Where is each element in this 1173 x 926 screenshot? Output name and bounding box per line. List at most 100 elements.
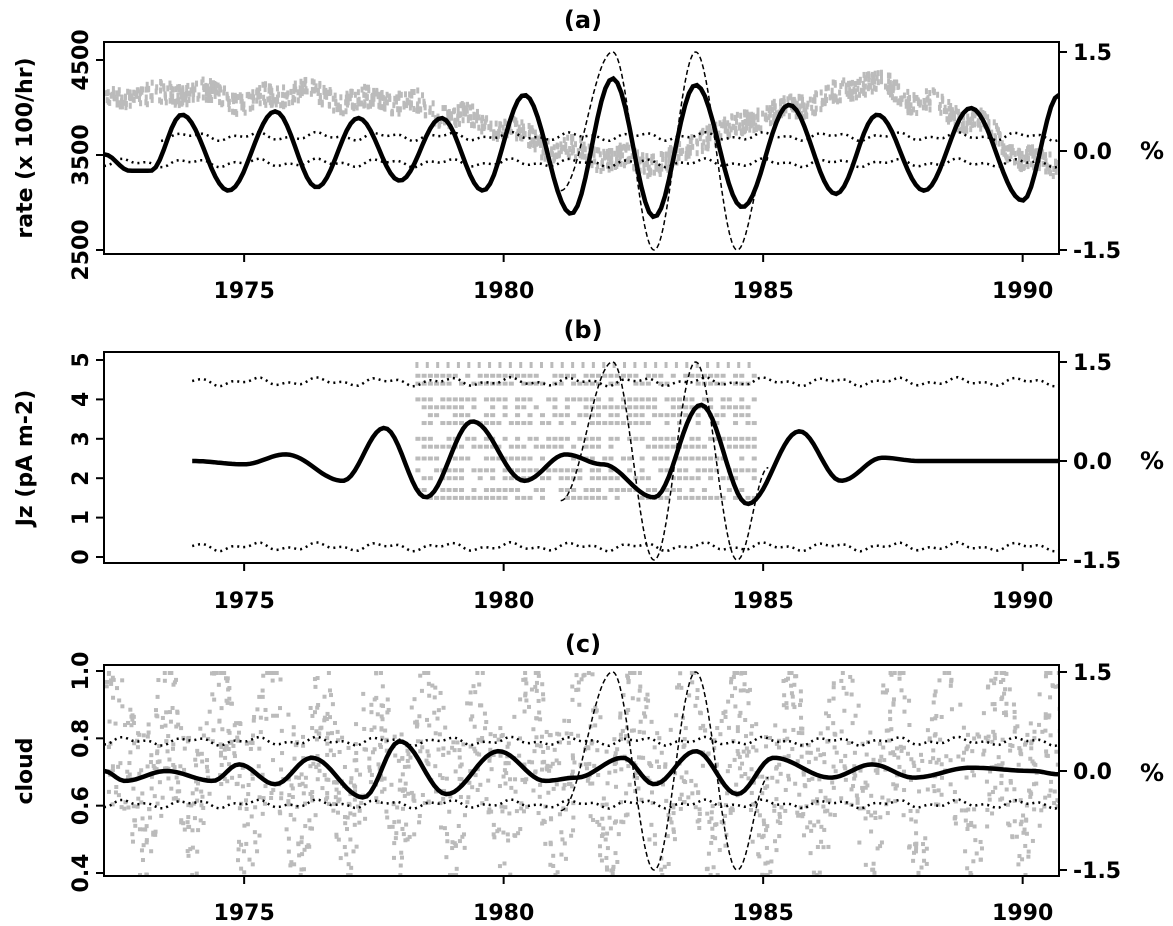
observed-point — [424, 758, 429, 763]
observed-point — [664, 436, 670, 441]
observed-point — [705, 125, 709, 132]
observed-point — [831, 696, 836, 701]
observed-point — [742, 682, 747, 687]
observed-point — [679, 685, 684, 690]
observed-point — [390, 824, 395, 829]
observed-point — [570, 756, 575, 761]
observed-point — [106, 98, 110, 105]
observed-point — [522, 762, 527, 767]
observed-point — [583, 146, 587, 153]
observed-point — [978, 857, 983, 862]
observed-point — [599, 167, 603, 174]
observed-point — [227, 101, 231, 108]
observed-point — [970, 768, 975, 773]
observed-point — [787, 671, 792, 675]
observed-point — [490, 421, 496, 426]
observed-point — [195, 849, 200, 854]
observed-point — [415, 722, 420, 727]
observed-point — [761, 110, 765, 117]
observed-point — [597, 822, 602, 827]
observed-point — [236, 839, 241, 844]
observed-point — [828, 94, 832, 101]
observed-point — [465, 436, 471, 441]
observed-point — [687, 147, 691, 154]
observed-point — [297, 782, 302, 787]
observed-point — [671, 829, 676, 834]
observed-point — [436, 708, 441, 713]
observed-point — [831, 764, 836, 769]
observed-point — [1021, 813, 1026, 818]
observed-point — [664, 798, 669, 803]
observed-point — [219, 671, 224, 675]
observed-point — [107, 671, 112, 675]
observed-point — [988, 769, 993, 774]
observed-point — [726, 436, 732, 441]
observed-point — [149, 753, 154, 758]
observed-point — [536, 135, 540, 142]
observed-point — [958, 127, 962, 134]
observed-point — [1055, 762, 1059, 767]
observed-point — [456, 362, 460, 368]
observed-point — [560, 362, 564, 368]
observed-point — [652, 488, 658, 493]
observed-point — [636, 697, 641, 702]
observed-point — [419, 739, 424, 744]
observed-point — [375, 800, 380, 805]
observed-point — [497, 827, 502, 832]
observed-point — [208, 89, 212, 96]
observed-point — [600, 816, 605, 821]
observed-point — [645, 775, 650, 780]
observed-point — [1007, 823, 1012, 828]
observed-point — [264, 101, 268, 108]
observed-point — [862, 85, 866, 92]
observed-point — [714, 456, 720, 461]
observed-point — [456, 113, 460, 120]
observed-point — [747, 116, 751, 123]
observed-point — [144, 94, 148, 101]
observed-point — [860, 785, 865, 790]
observed-point — [689, 405, 695, 410]
observed-point — [992, 702, 997, 707]
observed-point — [376, 762, 381, 767]
observed-point — [681, 744, 686, 749]
observed-point — [726, 397, 732, 402]
observed-point — [539, 362, 543, 368]
observed-point — [583, 373, 589, 378]
observed-point — [122, 99, 126, 106]
y-tick-label: 2500 — [69, 219, 94, 280]
observed-point — [918, 101, 922, 108]
observed-point — [548, 842, 553, 847]
observed-point — [210, 692, 215, 697]
observed-point — [581, 145, 585, 152]
observed-point — [145, 764, 150, 769]
observed-point — [966, 113, 970, 120]
observed-point — [437, 732, 442, 737]
observed-point — [300, 781, 305, 786]
observed-point — [401, 832, 406, 837]
observed-point — [564, 405, 570, 410]
observed-point — [271, 788, 276, 793]
observed-point — [471, 444, 477, 449]
observed-point — [331, 808, 336, 813]
observed-point — [434, 381, 440, 386]
observed-point — [658, 468, 664, 473]
observed-point — [374, 796, 379, 801]
observed-point — [390, 110, 394, 117]
observed-point — [301, 743, 306, 748]
observed-point — [852, 764, 857, 769]
observed-point — [1009, 149, 1013, 156]
observed-point — [865, 71, 869, 78]
observed-point — [720, 381, 726, 386]
observed-point — [490, 456, 496, 461]
observed-point — [745, 109, 749, 116]
observed-point — [655, 731, 660, 736]
observed-point — [768, 869, 773, 874]
observed-point — [446, 109, 450, 116]
observed-point — [1044, 749, 1049, 754]
observed-point — [181, 85, 185, 92]
observed-point — [559, 830, 564, 835]
observed-point — [728, 810, 733, 815]
observed-point — [149, 786, 154, 791]
observed-point — [726, 488, 732, 493]
observed-point — [936, 91, 940, 98]
